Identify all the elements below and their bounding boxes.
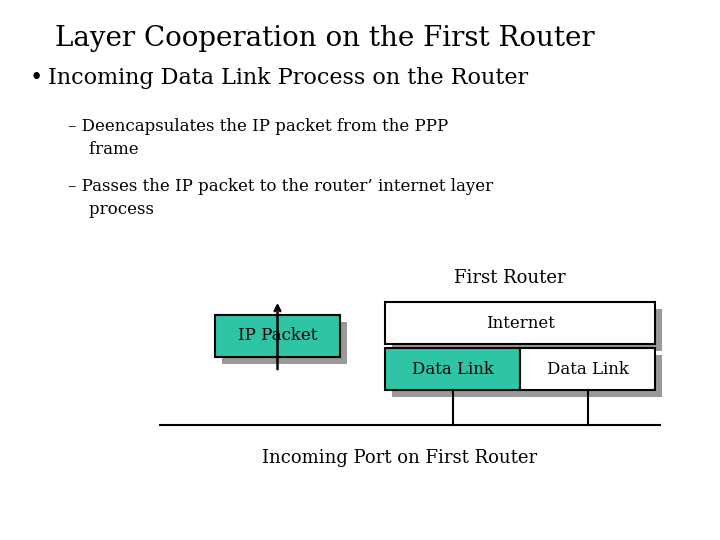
Bar [385,302,655,344]
Text: IP Packet: IP Packet [238,327,318,345]
Bar [215,315,340,357]
Bar [392,355,662,397]
Text: Data Link: Data Link [412,361,493,377]
Text: – Deencapsulates the IP packet from the PPP
    frame: – Deencapsulates the IP packet from the … [68,118,449,159]
Bar [222,322,347,364]
Text: Incoming Port on First Router: Incoming Port on First Router [262,449,538,467]
Text: Layer Cooperation on the First Router: Layer Cooperation on the First Router [55,24,595,51]
Bar [385,348,520,390]
Text: First Router: First Router [454,269,566,287]
Text: Data Link: Data Link [546,361,629,377]
Text: •: • [30,67,43,89]
Text: Incoming Data Link Process on the Router: Incoming Data Link Process on the Router [48,67,528,89]
Text: – Passes the IP packet to the router’ internet layer
    process: – Passes the IP packet to the router’ in… [68,178,493,219]
Text: Internet: Internet [485,314,554,332]
Bar [520,348,655,390]
Bar [392,309,662,351]
